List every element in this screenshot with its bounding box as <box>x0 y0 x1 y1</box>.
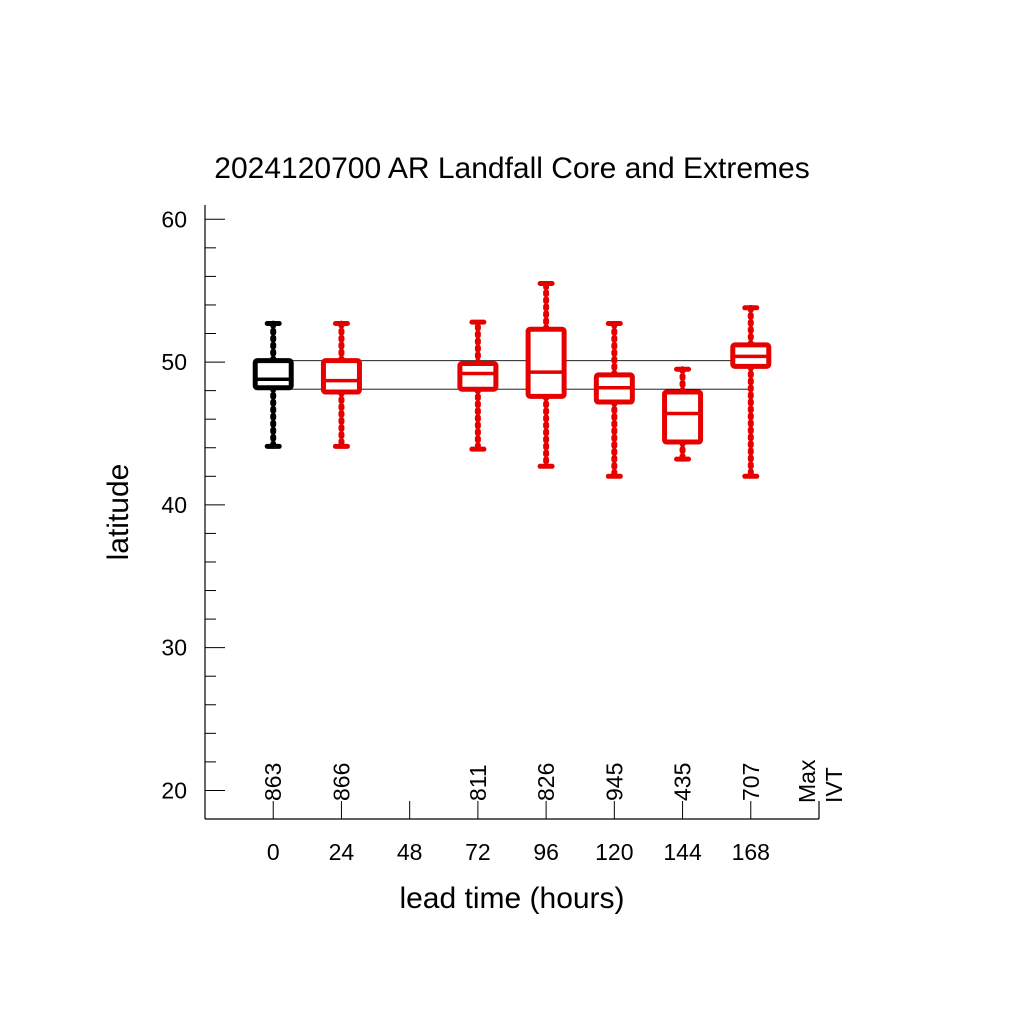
box-iqr <box>525 326 567 399</box>
box-168 <box>730 304 772 480</box>
max-ivt-label: 826 <box>533 763 559 801</box>
x-tick-label: 48 <box>397 839 423 865</box>
box-iqr <box>457 360 499 392</box>
box-iqr <box>252 358 294 391</box>
x-tick-label: 72 <box>465 839 491 865</box>
box-24 <box>320 320 362 450</box>
max-ivt-label: 945 <box>601 763 627 801</box>
box-0 <box>252 320 294 450</box>
x-tick-label: 96 <box>533 839 559 865</box>
x-axis-label: lead time (hours) <box>399 882 624 915</box>
max-ivt-labels: 863 866 811 826 945 435 707 Max IVT <box>260 759 847 803</box>
box-96 <box>525 280 567 470</box>
x-tick-label: 144 <box>663 839 702 865</box>
max-ivt-label: 866 <box>328 763 354 801</box>
y-tick-label: 60 <box>161 206 187 232</box>
y-tick-label: 50 <box>161 349 187 375</box>
max-ivt-label: 863 <box>260 763 286 801</box>
max-ivt-header-line: Max <box>794 759 820 803</box>
box-iqr <box>662 389 704 445</box>
max-ivt-header-line: IVT <box>821 767 847 803</box>
chart-title: 2024120700 AR Landfall Core and Extremes <box>214 152 809 185</box>
max-ivt-label: 707 <box>738 763 764 801</box>
box-72 <box>457 319 499 453</box>
boxes <box>252 280 772 480</box>
y-tick-label: 20 <box>161 777 187 803</box>
box-120 <box>593 320 635 480</box>
axes: 20 30 40 50 60 0 24 48 72 96 120 144 168 <box>161 205 820 865</box>
x-tick-label: 120 <box>595 839 633 865</box>
max-ivt-label: 811 <box>465 764 491 801</box>
x-tick-label: 24 <box>329 839 355 865</box>
box-iqr <box>320 358 362 395</box>
box-144 <box>662 366 704 463</box>
x-tick-label: 168 <box>732 839 770 865</box>
y-tick-label: 40 <box>161 492 187 518</box>
x-tick-label: 0 <box>267 839 280 865</box>
y-axis-label: latitude <box>102 464 135 561</box>
max-ivt-label: 435 <box>670 763 696 801</box>
y-tick-label: 30 <box>161 635 187 661</box>
